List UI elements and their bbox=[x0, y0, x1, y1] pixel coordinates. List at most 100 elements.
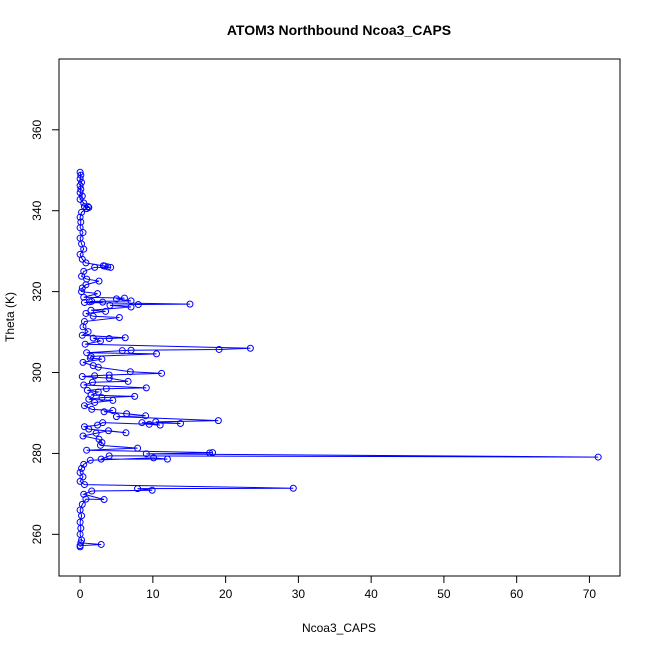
data-point bbox=[95, 277, 103, 285]
data-point bbox=[104, 263, 112, 271]
data-point bbox=[76, 175, 84, 183]
data-point bbox=[112, 413, 120, 421]
data-point bbox=[206, 449, 214, 457]
data-point bbox=[76, 213, 84, 221]
data-point bbox=[134, 485, 142, 493]
data-point bbox=[215, 345, 223, 353]
data-point bbox=[80, 293, 88, 301]
data-point bbox=[96, 441, 104, 449]
data-point bbox=[142, 450, 150, 458]
data-point bbox=[163, 455, 171, 463]
data-point bbox=[76, 543, 84, 551]
data-point bbox=[102, 385, 110, 393]
plot-frame bbox=[58, 58, 621, 577]
data-point bbox=[89, 312, 97, 320]
data-point bbox=[104, 427, 112, 435]
data-point bbox=[99, 298, 107, 306]
x-tick-label: 70 bbox=[583, 587, 597, 601]
data-point bbox=[127, 346, 135, 354]
series-line bbox=[79, 172, 599, 547]
data-point bbox=[138, 419, 146, 427]
data-point bbox=[122, 429, 130, 437]
data-point bbox=[186, 300, 194, 308]
data-point bbox=[105, 452, 113, 460]
data-point bbox=[79, 432, 87, 440]
data-point bbox=[79, 229, 87, 237]
data-point bbox=[80, 381, 88, 389]
data-point bbox=[82, 495, 90, 503]
data-point bbox=[109, 396, 117, 404]
x-tick-label: 20 bbox=[219, 587, 233, 601]
chart-title: ATOM3 Northbound Ncoa3_CAPS bbox=[227, 22, 451, 38]
data-point bbox=[148, 486, 156, 494]
y-axis: 260 280 300 320 340 360 bbox=[30, 119, 60, 544]
data-point bbox=[76, 182, 84, 190]
data-point bbox=[80, 245, 88, 253]
data-point bbox=[214, 417, 222, 425]
data-point bbox=[134, 444, 142, 452]
data-point bbox=[80, 299, 88, 307]
data-point bbox=[86, 456, 94, 464]
data-point bbox=[153, 350, 160, 358]
data-point bbox=[83, 386, 91, 394]
data-point bbox=[131, 392, 139, 400]
data-point bbox=[109, 407, 117, 415]
data-point bbox=[115, 314, 123, 321]
data-point bbox=[86, 298, 94, 306]
data-point bbox=[99, 262, 107, 270]
data-point bbox=[77, 185, 85, 193]
data-point bbox=[142, 384, 150, 392]
data-point bbox=[106, 301, 114, 309]
data-point bbox=[88, 405, 96, 413]
data-point bbox=[86, 354, 94, 362]
data-point bbox=[92, 429, 100, 437]
data-point bbox=[77, 171, 85, 179]
y-tick-label: 280 bbox=[30, 443, 44, 463]
y-tick-label: 340 bbox=[30, 200, 44, 220]
data-point bbox=[85, 395, 93, 403]
data-point bbox=[76, 195, 84, 203]
data-point bbox=[177, 419, 185, 427]
y-tick-label: 320 bbox=[30, 281, 44, 301]
data-point bbox=[79, 358, 87, 366]
data-point bbox=[82, 259, 90, 267]
data-point bbox=[78, 512, 86, 520]
data-point bbox=[80, 203, 88, 211]
data-point bbox=[105, 374, 113, 382]
data-point bbox=[97, 455, 105, 463]
data-point bbox=[91, 398, 99, 406]
data-point bbox=[121, 334, 129, 342]
data-point bbox=[112, 295, 120, 303]
data-point bbox=[78, 255, 86, 263]
data-point bbox=[76, 189, 84, 196]
data-point bbox=[594, 453, 602, 461]
data-point bbox=[150, 454, 158, 462]
data-point bbox=[105, 335, 113, 343]
y-tick-label: 360 bbox=[30, 119, 44, 139]
data-point bbox=[156, 421, 164, 429]
data-point bbox=[100, 496, 108, 504]
data-point bbox=[78, 178, 86, 186]
data-point bbox=[209, 449, 217, 457]
y-tick-label: 260 bbox=[30, 524, 44, 544]
x-tick-label: 30 bbox=[292, 587, 306, 601]
x-tick-label: 10 bbox=[146, 587, 160, 601]
data-point bbox=[80, 460, 88, 468]
series-layer bbox=[76, 168, 602, 551]
x-tick-label: 0 bbox=[77, 587, 84, 601]
data-point bbox=[89, 334, 97, 342]
data-point bbox=[158, 369, 166, 377]
data-point bbox=[87, 306, 95, 314]
data-point bbox=[78, 331, 86, 339]
x-tick-label: 40 bbox=[364, 587, 378, 601]
data-point bbox=[107, 263, 115, 271]
data-point bbox=[289, 484, 297, 492]
x-tick-label: 50 bbox=[437, 587, 451, 601]
data-point bbox=[246, 344, 254, 352]
data-point bbox=[84, 328, 92, 336]
data-point bbox=[105, 371, 113, 379]
data-point bbox=[142, 412, 150, 420]
data-point bbox=[83, 205, 91, 213]
data-point bbox=[80, 199, 88, 207]
